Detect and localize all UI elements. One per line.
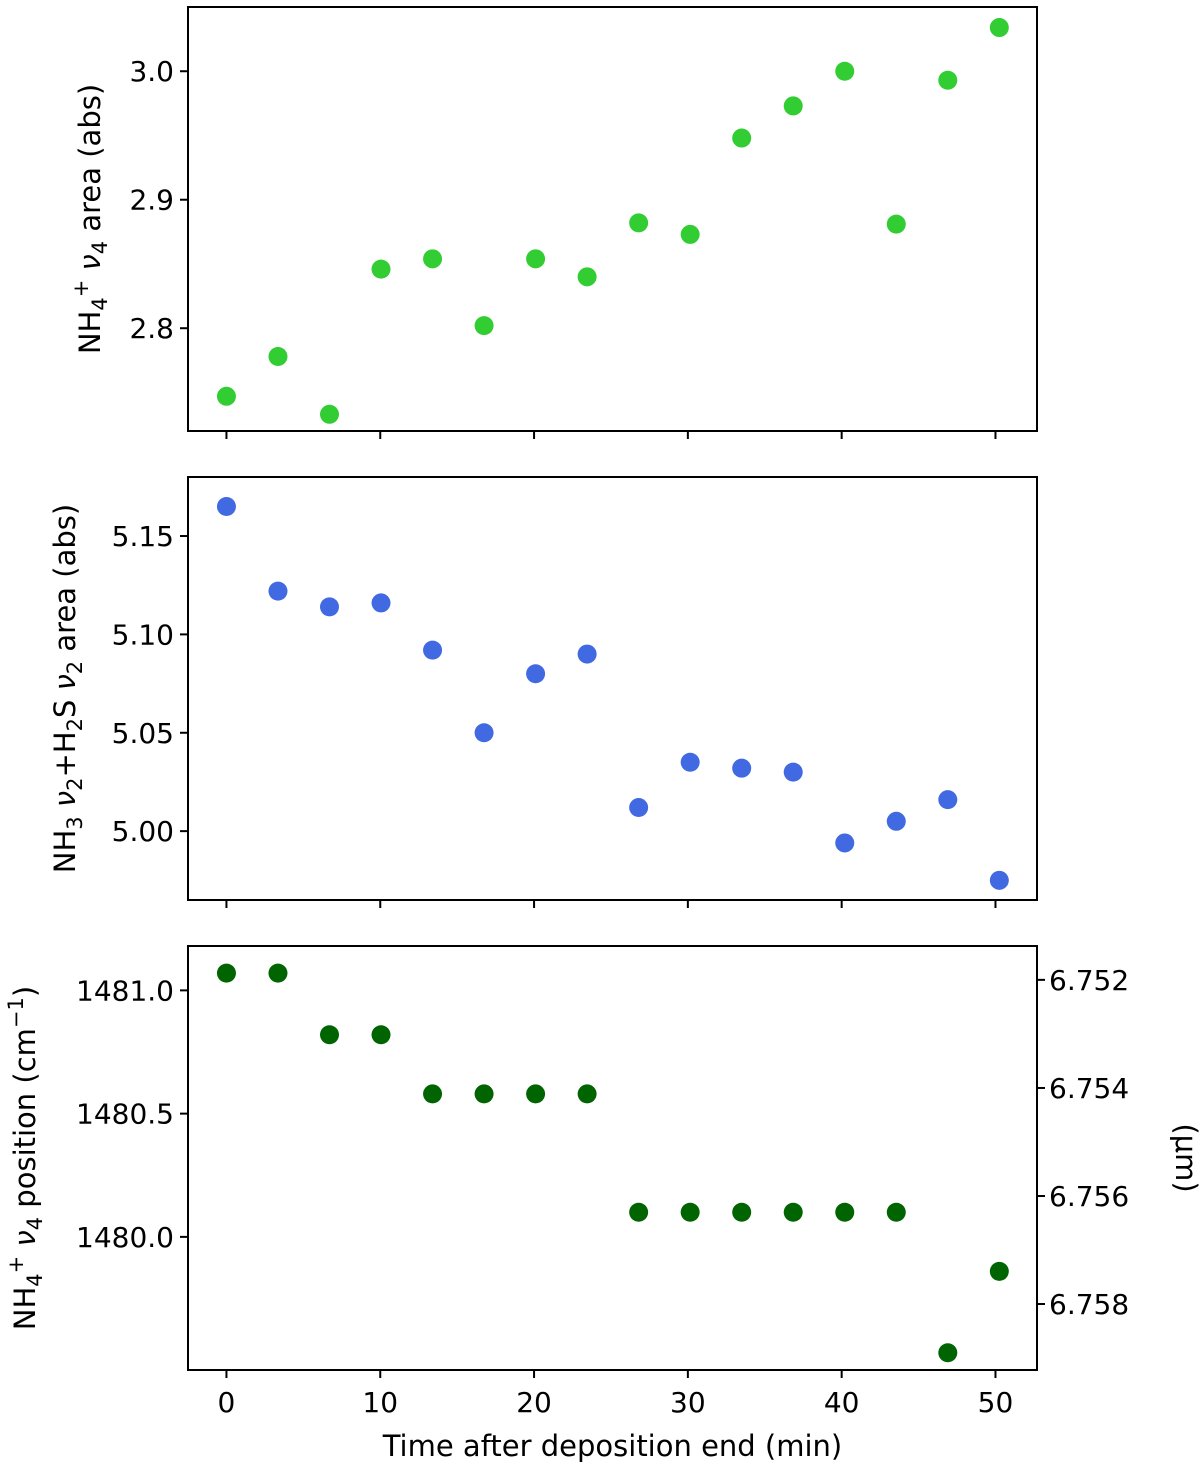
- data-point: [938, 70, 958, 90]
- data-point: [783, 96, 803, 116]
- x-tick-label: 40: [824, 1386, 860, 1419]
- data-point: [320, 1025, 339, 1045]
- data-point: [835, 61, 855, 81]
- data-point: [423, 249, 443, 269]
- y-tick-label: 5.10: [112, 618, 174, 651]
- data-point: [886, 214, 906, 234]
- data-point: [371, 259, 391, 279]
- plot-frame: [187, 476, 1038, 901]
- data-point: [629, 798, 649, 818]
- right-y-tick-label: 6.752: [1049, 964, 1129, 997]
- right-y-axis-label: (μm): [1169, 1123, 1200, 1192]
- x-tick-label: 20: [516, 1386, 552, 1419]
- y-tick-label: 1480.0: [76, 1221, 174, 1254]
- data-point: [526, 664, 546, 684]
- y-axis-label: NH4+ ν4 area (abs): [69, 84, 112, 354]
- data-point: [629, 1202, 649, 1222]
- y-tick-label: 5.00: [112, 815, 174, 848]
- y-tick-label: 2.9: [129, 184, 174, 217]
- data-point: [371, 1025, 391, 1045]
- y-tick-label: 2.8: [129, 312, 174, 345]
- panel-2: 5.00 5.05 5.10 5.15 NH3 ν2+H2S ν2 area (abs): [48, 476, 1038, 908]
- data-point: [577, 267, 597, 287]
- data-point: [320, 597, 339, 617]
- data-point: [268, 581, 288, 601]
- y-tick-label: 5.15: [112, 520, 174, 553]
- data-point: [680, 224, 700, 244]
- x-tick-label: 10: [362, 1386, 398, 1419]
- x-tick-label: 30: [670, 1386, 706, 1419]
- data-point: [732, 128, 752, 148]
- data-point: [886, 1202, 906, 1222]
- data-point: [577, 1084, 597, 1104]
- data-point: [783, 762, 803, 782]
- data-point: [216, 963, 236, 983]
- panel-1: 2.8 2.9 3.0 NH4+ ν4 area (abs): [69, 6, 1038, 439]
- data-point: [938, 790, 958, 810]
- right-y-tick-label: 6.756: [1049, 1180, 1129, 1213]
- data-point: [423, 640, 443, 660]
- data-point: [320, 404, 339, 424]
- data-point: [216, 497, 236, 517]
- data-point: [526, 1084, 546, 1104]
- y-tick-label: 1480.5: [76, 1098, 174, 1131]
- data-point: [835, 833, 855, 853]
- data-point: [216, 386, 236, 406]
- data-point: [371, 593, 391, 613]
- data-point: [680, 752, 700, 772]
- data-point: [732, 1202, 752, 1222]
- data-point: [268, 346, 288, 366]
- data-point: [474, 723, 494, 743]
- right-y-tick-label: 6.758: [1049, 1288, 1129, 1321]
- data-point: [835, 1202, 855, 1222]
- data-point: [474, 1084, 494, 1104]
- data-point: [577, 644, 597, 664]
- data-point: [938, 1343, 958, 1363]
- y-axis-label: NH3 ν2+H2S ν2 area (abs): [48, 504, 87, 873]
- data-point: [732, 758, 752, 778]
- data-point: [783, 1202, 803, 1222]
- data-point: [474, 316, 494, 336]
- y-tick-label: 5.05: [112, 717, 174, 750]
- data-point: [989, 870, 1009, 890]
- data-point: [989, 1261, 1009, 1281]
- x-tick-label: 0: [218, 1386, 236, 1419]
- y-tick-label: 3.0: [129, 55, 174, 88]
- data-point: [268, 963, 288, 983]
- y-axis-label: NH4+ ν4 position (cm−1): [4, 986, 47, 1330]
- right-y-tick-label: 6.754: [1049, 1072, 1129, 1105]
- data-point: [680, 1202, 700, 1222]
- data-point: [423, 1084, 443, 1104]
- data-point: [526, 249, 546, 269]
- x-tick-label: 50: [978, 1386, 1014, 1419]
- y-tick-label: 1481.0: [76, 974, 174, 1007]
- x-axis-label: Time after deposition end (min): [382, 1429, 843, 1463]
- panel-3: 1480.0 1480.5 1481.0 NH4+ ν4 position (cm−1…: [4, 945, 1200, 1463]
- data-point: [629, 213, 649, 233]
- plot-frame: [187, 945, 1038, 1371]
- data-point: [989, 18, 1009, 38]
- plot-frame: [187, 6, 1038, 432]
- data-point: [886, 811, 906, 831]
